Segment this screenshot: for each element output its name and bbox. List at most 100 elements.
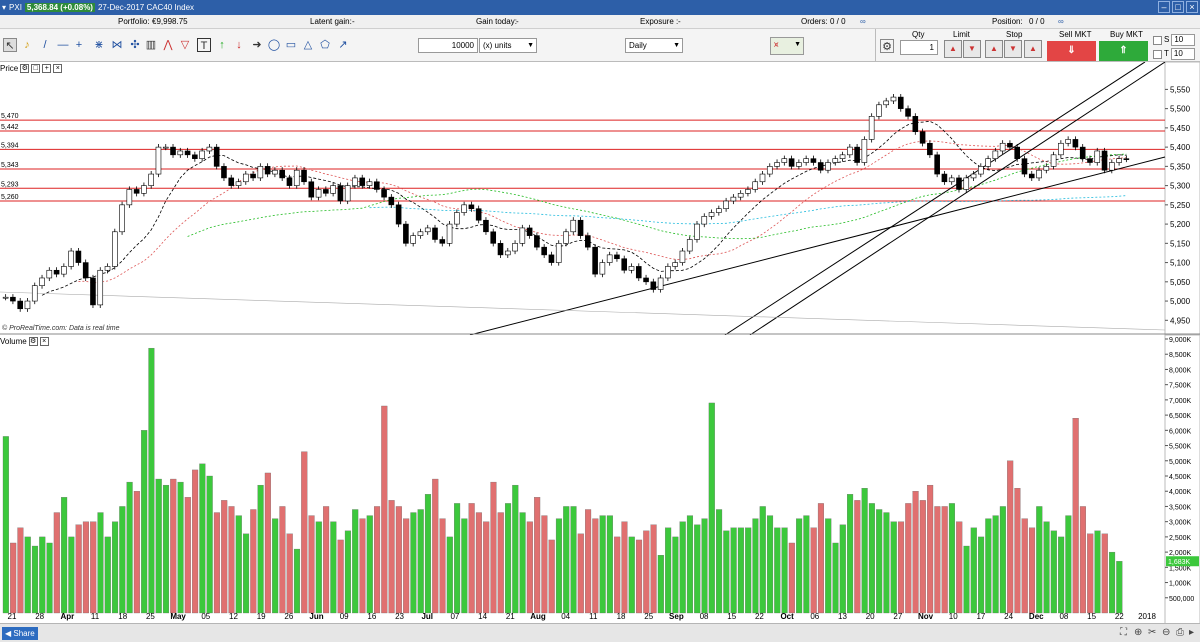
volume-bar [672, 536, 679, 614]
qty-input[interactable]: 1 [900, 40, 938, 55]
candle-body [868, 116, 875, 140]
t-input[interactable]: 10 [1170, 48, 1195, 60]
date-tick-label: 24 [1004, 612, 1014, 621]
s-checkbox[interactable] [1153, 35, 1162, 45]
trash-icon[interactable]: ▥ [145, 39, 157, 51]
candle-body [39, 277, 45, 286]
candle-body [250, 173, 256, 179]
rectangle-icon[interactable]: ▭ [285, 39, 297, 51]
volume-bar [548, 539, 555, 614]
close-icon[interactable]: × [39, 337, 49, 346]
order-panel: ⚙ Qty 1 Limit ▲ ▼ Stop ▲ ▼ ▲ Sell MKT Bu… [875, 29, 1200, 62]
minimize-button[interactable]: – [1158, 1, 1170, 13]
maximize-button[interactable]: □ [1172, 1, 1184, 13]
close-icon[interactable]: × [53, 64, 63, 73]
horizontal-line-icon[interactable]: — [57, 39, 69, 51]
t-toggle[interactable]: T 10 [1153, 48, 1195, 60]
volume-bar [475, 512, 482, 614]
volume-bar [563, 506, 570, 614]
volume-tick-label: 5,500K [1169, 444, 1192, 451]
wrench-icon[interactable]: ⚙ [20, 64, 30, 73]
close-button[interactable]: × [1186, 1, 1198, 13]
volume-bar [184, 497, 191, 614]
channel-icon[interactable]: ⋇ [94, 39, 104, 51]
candle-body [2, 296, 9, 299]
zoom-in-icon[interactable]: ⊕ [1134, 627, 1143, 638]
volume-tick-label: 2,500K [1169, 535, 1192, 542]
ray-icon[interactable]: ↗ [338, 39, 348, 51]
ellipse-icon[interactable]: ◯ [267, 39, 281, 51]
wrench-icon[interactable]: ⚙ [880, 39, 894, 53]
polygon-icon[interactable]: ⬠ [320, 39, 330, 51]
candle-body [585, 235, 591, 248]
stop-extra-button[interactable]: ▲ [1024, 40, 1042, 58]
price-chart[interactable]: 4,950 5,000 5,050 5,100 5,150 5,200 5,250 5,300… [0, 61, 1200, 336]
volume-bar [315, 521, 322, 614]
stop-buy-button[interactable]: ▼ [1004, 40, 1022, 58]
zoom-out-icon[interactable]: ⊖ [1162, 627, 1171, 638]
link-icon[interactable]: ∞ [1058, 17, 1064, 26]
volume-bar [774, 527, 781, 614]
sell-market-button[interactable]: ⇓ [1047, 41, 1096, 61]
candle-body [679, 250, 686, 263]
limit-label: Limit [953, 30, 970, 39]
zigzag-icon[interactable]: ⋀ [163, 39, 173, 51]
volume-bar [1014, 488, 1021, 614]
wrench-icon[interactable]: ⚙ [28, 337, 38, 346]
s-toggle[interactable]: S 10 [1153, 34, 1196, 46]
app-menu-icon[interactable]: ▾ [2, 3, 7, 12]
pointer-icon[interactable]: ↖ [3, 38, 17, 52]
right-arrow-icon[interactable]: ➜ [252, 39, 262, 51]
limit-buy-button[interactable]: ▼ [963, 40, 981, 58]
candle-body [403, 223, 409, 244]
quantity-input[interactable]: 10000 [418, 38, 478, 53]
print-icon[interactable]: ⎙ [1176, 627, 1184, 638]
candle-body [672, 262, 678, 267]
maximize-icon[interactable]: □ [31, 64, 41, 73]
volume-bar [796, 518, 803, 614]
pattern-icon[interactable]: ▽ [180, 39, 190, 51]
buy-market-button[interactable]: ⇑ [1099, 41, 1148, 61]
candle-body [810, 158, 817, 163]
gann-icon[interactable]: ✣ [130, 39, 140, 51]
fullscreen-icon[interactable]: ⛶ [1120, 627, 1127, 638]
vertical-line-icon[interactable]: + [75, 39, 83, 51]
volume-bar [628, 536, 635, 614]
volume-chart[interactable]: 500,000 1,000K 1,500K 2,000K 2,500K 3,000K 3,5… [0, 334, 1200, 626]
volume-bar [817, 503, 824, 614]
candle-body [1101, 150, 1108, 171]
date-axis: 21 28 Apr 11 18 25 May 05 12 19 26 Jun 09 16 23 Jul 07 14… [0, 611, 1165, 623]
share-button[interactable]: ◀ Share [2, 627, 38, 640]
volume-bar [803, 515, 810, 614]
add-icon[interactable]: + [42, 64, 52, 73]
s-input[interactable]: 10 [1171, 34, 1196, 46]
interval-select[interactable]: Daily ▼ [625, 38, 683, 53]
fibonacci-icon[interactable]: ⋈ [111, 39, 123, 51]
date-tick-label: Aug [530, 612, 546, 621]
down-arrow-icon[interactable]: ↓ [236, 39, 242, 51]
volume-bar [504, 503, 512, 614]
trendline-icon[interactable]: / [43, 39, 47, 51]
scissors-icon[interactable]: ✂ [1148, 627, 1157, 638]
units-select[interactable]: (x) units ▼ [479, 38, 537, 53]
date-tick-label: 22 [754, 612, 764, 621]
volume-bar [373, 506, 381, 614]
bell-icon[interactable]: ♪ [24, 39, 30, 51]
candle-body [148, 173, 154, 186]
triangle-icon[interactable]: △ [303, 39, 313, 51]
volume-bar [788, 542, 795, 614]
volume-bar [1058, 536, 1065, 614]
link-icon[interactable]: ∞ [860, 17, 866, 26]
candle-body [570, 219, 577, 233]
stop-sell-button[interactable]: ▲ [985, 40, 1003, 58]
candle-body [978, 166, 984, 175]
limit-sell-button[interactable]: ▲ [944, 40, 962, 58]
candle-body [817, 162, 824, 171]
menu-icon[interactable]: ▸ [1189, 627, 1195, 638]
date-tick-label: 23 [395, 612, 404, 621]
indicators-button[interactable]: ⩙ ▼ [770, 37, 804, 55]
t-checkbox[interactable] [1153, 49, 1162, 59]
up-arrow-icon[interactable]: ↑ [219, 39, 225, 51]
text-icon[interactable]: T [197, 38, 211, 52]
volume-bar [337, 539, 344, 614]
